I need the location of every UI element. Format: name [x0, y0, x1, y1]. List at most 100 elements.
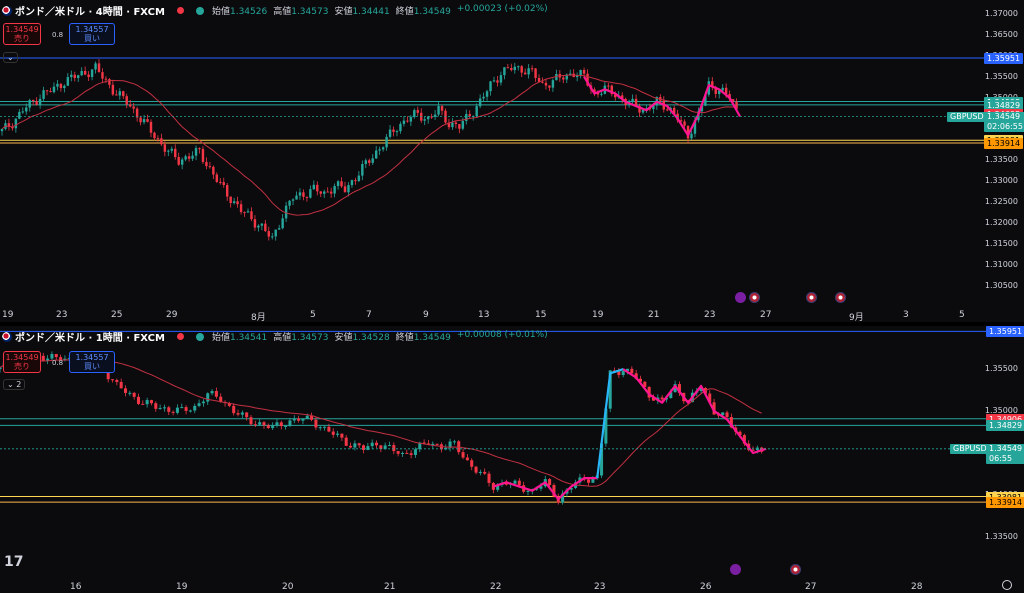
- time-axis-label: 9月: [849, 313, 864, 322]
- time-axis-label: 23: [56, 310, 68, 320]
- candle: [170, 148, 173, 151]
- candle: [160, 138, 163, 145]
- candle: [742, 435, 746, 444]
- candle: [141, 403, 145, 405]
- candle: [180, 407, 184, 409]
- candle: [310, 415, 314, 420]
- candle: [201, 401, 205, 404]
- us-flag-event-icon[interactable]: [806, 292, 817, 303]
- candle: [430, 116, 433, 118]
- event-icon-purple[interactable]: [735, 292, 746, 303]
- candle: [153, 132, 156, 139]
- market-closed-icon: [176, 333, 184, 340]
- chart-plot-4h[interactable]: [0, 0, 1024, 322]
- candle: [513, 66, 517, 71]
- candle: [699, 387, 703, 391]
- candle: [388, 129, 392, 137]
- sell-button[interactable]: 1.34549 売り: [3, 351, 41, 373]
- price-level-tag: 1.34829: [986, 420, 1024, 432]
- visibility-icon[interactable]: [195, 6, 204, 15]
- buy-button[interactable]: 1.34557 買い: [69, 351, 115, 373]
- candle: [582, 70, 586, 74]
- candle: [634, 373, 638, 379]
- candle: [541, 81, 544, 83]
- candle: [175, 407, 179, 413]
- time-axis-label: 8月: [251, 313, 266, 322]
- candle: [174, 148, 177, 158]
- candle: [660, 397, 664, 400]
- candle: [31, 100, 35, 102]
- candle: [643, 381, 647, 387]
- us-flag-event-icon[interactable]: [835, 292, 846, 303]
- candle: [548, 479, 552, 486]
- candle: [274, 229, 277, 237]
- candle: [465, 114, 468, 121]
- candle: [59, 83, 63, 89]
- candle: [652, 105, 655, 110]
- visibility-icon[interactable]: [195, 332, 204, 341]
- candle: [368, 160, 371, 163]
- candle: [111, 379, 115, 381]
- chart-plot-1h[interactable]: [0, 326, 1024, 593]
- price-axis-label: 1.36500: [984, 30, 1018, 40]
- candle: [751, 449, 755, 451]
- us-flag-event-icon[interactable]: [749, 292, 760, 303]
- time-axis-label: 15: [535, 310, 547, 320]
- candle: [225, 185, 229, 197]
- pattern-overlay: [493, 477, 598, 501]
- sell-button[interactable]: 1.34549 売り: [3, 23, 41, 45]
- candle: [544, 82, 548, 86]
- price-axis-label: 1.33500: [984, 155, 1018, 165]
- time-axis-label: 21: [648, 310, 660, 320]
- candle: [323, 191, 326, 194]
- candle: [575, 75, 579, 78]
- candle: [90, 69, 94, 77]
- candle: [423, 119, 426, 121]
- candle: [437, 106, 440, 115]
- candle: [513, 480, 517, 484]
- chart-panel-1h[interactable]: ポンド／米ドル · 1時間 · FXCM 始値1.34541 高値1.34573…: [0, 326, 1024, 593]
- ohlc-low: 安値1.34441: [334, 7, 390, 17]
- moving-average-line: [0, 359, 762, 487]
- candle: [561, 493, 565, 503]
- candle: [517, 480, 521, 486]
- collapse-button[interactable]: ⌄: [3, 52, 18, 63]
- time-axis-label: 9: [423, 310, 429, 320]
- candle: [433, 114, 437, 117]
- settings-icon[interactable]: [1002, 580, 1012, 590]
- current-price-tag: GBPUSD: [947, 111, 987, 122]
- candle: [123, 388, 128, 393]
- candle: [35, 100, 38, 105]
- candle: [262, 422, 266, 426]
- gbpusd-flag-icon: [2, 5, 12, 16]
- candle: [206, 393, 210, 402]
- candle: [431, 443, 435, 446]
- candle: [21, 111, 25, 113]
- candle: [413, 449, 417, 455]
- candle: [215, 174, 219, 182]
- candle: [364, 160, 368, 165]
- price-axis-label: 1.33000: [984, 176, 1018, 186]
- price-level-tag: 1.35951: [986, 326, 1024, 338]
- candle: [350, 180, 354, 186]
- us-flag-event-icon[interactable]: [790, 564, 801, 575]
- candle: [197, 403, 201, 406]
- candle: [46, 358, 50, 362]
- candle: [383, 445, 387, 450]
- candle: [115, 94, 118, 96]
- event-icon-purple[interactable]: [730, 564, 741, 575]
- tradingview-logo[interactable]: 17: [4, 554, 24, 570]
- time-axis-label: 19: [2, 310, 14, 320]
- symbol-title[interactable]: ポンド／米ドル · 4時間 · FXCM: [15, 7, 165, 18]
- price-axis-label: 1.31000: [984, 259, 1018, 269]
- symbol-title[interactable]: ポンド／米ドル · 1時間 · FXCM: [15, 333, 165, 344]
- chart-panel-4h[interactable]: ポンド／米ドル · 4時間 · FXCM 始値1.34526 高値1.34573…: [0, 0, 1024, 322]
- candle: [409, 453, 413, 455]
- collapse-button[interactable]: ⌄ 2: [3, 379, 26, 390]
- candle: [236, 413, 240, 415]
- panel-separator[interactable]: [0, 322, 1024, 326]
- candle: [336, 433, 340, 435]
- candle: [326, 191, 329, 193]
- candle: [267, 231, 271, 237]
- buy-button[interactable]: 1.34557 買い: [69, 23, 115, 45]
